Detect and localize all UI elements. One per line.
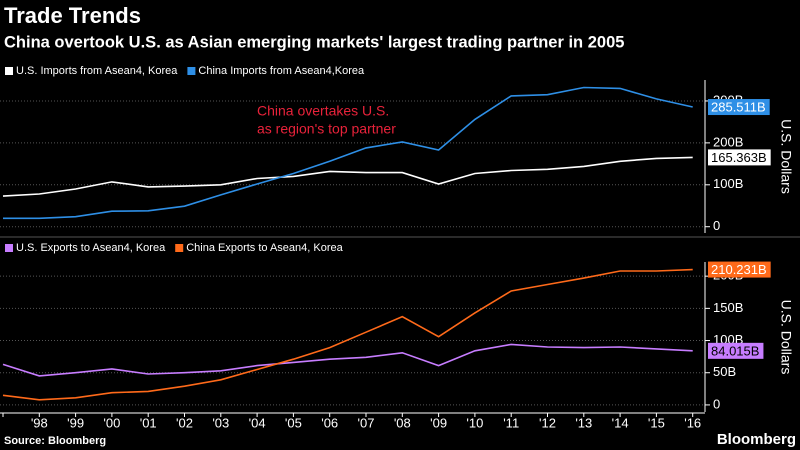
y-tick-label: 0 [713,396,720,411]
value-label-box [708,342,764,359]
x-tick-label: '02 [176,415,193,430]
x-tick-label: '98 [31,415,48,430]
y-tick-label: 50B [713,364,736,379]
legend-label: U.S. Exports to Asean4, Korea [16,242,166,254]
y-tick-label: 100B [713,176,743,191]
x-tick-label: '13 [575,415,592,430]
title: Trade Trends [4,3,141,28]
legend-label: China Imports from Asean4,Korea [198,65,365,77]
y-tick-label: 150B [713,300,743,315]
x-tick-label: '09 [430,415,447,430]
value-label-box [708,261,771,278]
x-tick-label: '16 [684,415,701,430]
x-tick-label: '99 [67,415,84,430]
value-label-box [708,99,770,116]
legend-swatch [187,67,196,75]
line [2,156,693,197]
legend-label: China Exports to Asean4, Korea [186,242,343,254]
annotation: China overtakes U.S. [257,103,389,119]
x-tick-label: '07 [358,415,375,430]
x-tick-label: '08 [394,415,411,430]
x-tick-label: '14 [612,415,629,430]
subtitle: China overtook U.S. as Asian emerging ma… [4,33,624,51]
legend-swatch [5,244,13,252]
x-tick-label: '15 [648,415,665,430]
y-tick-label: 200B [713,134,743,149]
y-axis-label: U.S. Dollars [778,119,794,194]
value-label: 210.231B [711,262,767,277]
line [2,268,693,401]
x-tick-label: '05 [285,415,302,430]
line [2,343,693,377]
value-label: 285.511B [711,99,766,114]
value-label: 165.363B [711,150,767,165]
x-tick-label: '10 [466,415,483,430]
legend-label: U.S. Imports from Asean4, Korea [16,65,178,77]
value-label-box [708,149,771,166]
legend-swatch [175,244,184,252]
x-tick-label: '00 [103,415,120,430]
x-tick-label: '01 [140,415,157,430]
x-tick-label: '06 [321,415,338,430]
x-tick-label: '04 [249,415,266,430]
source: Source: Bloomberg [4,435,106,447]
x-tick-label: '12 [539,415,556,430]
x-tick-label: '03 [212,415,229,430]
logo: Bloomberg [717,431,796,448]
y-axis-label: U.S. Dollars [778,300,794,375]
legend-swatch [5,67,13,75]
y-tick-label: 0 [713,218,720,233]
value-label: 84.015B [711,343,759,358]
x-tick-label: '11 [503,415,519,430]
line [3,86,693,220]
annotation: as region's top partner [257,121,396,137]
